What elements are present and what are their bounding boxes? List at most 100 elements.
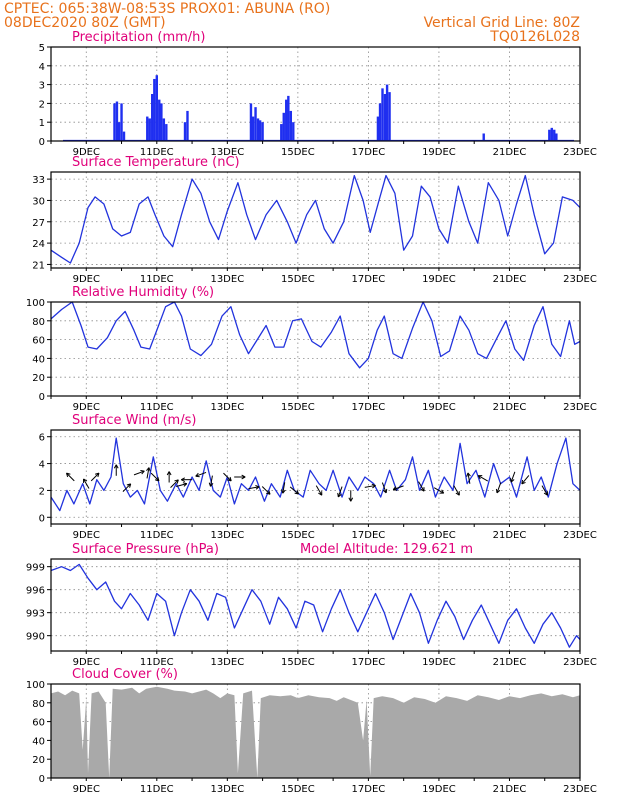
- precipitation-bar: [149, 118, 151, 141]
- temperature-xtick-label: 11DEC: [140, 274, 174, 285]
- temperature-ytick-label: 33: [32, 175, 45, 186]
- cloud-cover-xtick-label: 13DEC: [210, 784, 244, 795]
- cloud-cover-xtick-label: 15DEC: [281, 784, 315, 795]
- temperature-ytick-label: 30: [32, 196, 45, 207]
- wind-arrow: [67, 473, 75, 481]
- humidity-ytick-label: 60: [32, 336, 45, 347]
- precipitation-ytick-label: 1: [39, 118, 45, 129]
- precipitation-bar: [379, 103, 381, 141]
- humidity-xtick-label: 23DEC: [563, 402, 597, 413]
- temperature-title: Surface Temperature (nC): [72, 155, 240, 170]
- pressure-xtick-label: 19DEC: [422, 657, 456, 668]
- temperature-ytick-label: 27: [32, 218, 45, 229]
- wind-xtick-label: 13DEC: [210, 530, 244, 541]
- wind-xtick-label: 11DEC: [140, 530, 174, 541]
- cloud-cover-ytick-label: 60: [32, 718, 45, 729]
- precipitation-bar: [384, 94, 386, 141]
- wind-arrow: [167, 472, 171, 483]
- cloud-cover-ytick-label: 100: [26, 680, 45, 691]
- precipitation-bar: [156, 75, 158, 141]
- humidity-xtick-label: 15DEC: [281, 402, 315, 413]
- wind-arrow: [349, 490, 353, 501]
- precipitation-bar: [158, 100, 160, 141]
- wind-title: Surface Wind (m/s): [72, 413, 196, 428]
- precipitation-bar: [254, 107, 256, 141]
- wind-arrow: [196, 472, 206, 476]
- wind-ytick-label: 6: [39, 433, 45, 444]
- wind-ytick-label: 2: [39, 486, 45, 497]
- precipitation-bar: [184, 122, 186, 141]
- wind-arrow: [91, 473, 99, 481]
- precipitation-ytick-label: 2: [39, 99, 45, 110]
- humidity-title: Relative Humidity (%): [72, 285, 214, 300]
- humidity-ytick-label: 20: [32, 373, 45, 384]
- precipitation-bar: [386, 85, 388, 141]
- precipitation-bar: [123, 132, 125, 141]
- temperature-xtick-label: 21DEC: [493, 274, 527, 285]
- wind-xtick-label: 21DEC: [493, 530, 527, 541]
- temperature-xtick-label: 19DEC: [422, 274, 456, 285]
- precipitation-bar: [483, 133, 485, 141]
- humidity-series-line: [51, 302, 580, 368]
- cloud-cover-title: Cloud Cover (%): [72, 667, 178, 682]
- precipitation-bar: [283, 113, 285, 141]
- wind-arrow: [365, 484, 376, 488]
- wind-arrow: [496, 483, 500, 493]
- temperature-xtick-label: 15DEC: [281, 274, 315, 285]
- precipitation-bar: [388, 92, 390, 141]
- temperature-xtick-label: 13DEC: [210, 274, 244, 285]
- precipitation-bar: [153, 79, 155, 141]
- humidity-xtick-label: 21DEC: [493, 402, 527, 413]
- precipitation-bar: [381, 88, 383, 141]
- humidity-xtick-label: 17DEC: [352, 402, 386, 413]
- precipitation-ytick-label: 0: [39, 137, 45, 148]
- precipitation-xtick-label: 23DEC: [563, 147, 597, 158]
- humidity-xtick-label: 13DEC: [210, 402, 244, 413]
- wind-frame: [51, 430, 580, 524]
- precipitation-bar: [555, 133, 557, 141]
- temperature-xtick-label: 17DEC: [352, 274, 386, 285]
- wind-xtick-label: 23DEC: [563, 530, 597, 541]
- wind-arrow: [454, 486, 460, 496]
- wind-xtick-label: 9DEC: [73, 530, 100, 541]
- precipitation-xtick-label: 15DEC: [281, 147, 315, 158]
- wind-arrow: [234, 475, 245, 479]
- precipitation-bar: [551, 128, 553, 141]
- cloud-cover-ytick-label: 0: [39, 774, 45, 785]
- precipitation-bar: [292, 122, 294, 141]
- pressure-xtick-label: 13DEC: [210, 657, 244, 668]
- precipitation-bar: [548, 130, 550, 141]
- wind-arrow: [134, 470, 144, 474]
- humidity-ytick-label: 0: [39, 392, 45, 403]
- pressure-ytick-label: 996: [26, 586, 45, 597]
- pressure-ytick-label: 990: [26, 632, 45, 643]
- precipitation-bar: [116, 102, 118, 141]
- cloud-cover-xtick-label: 23DEC: [563, 784, 597, 795]
- header-run-time: 08DEC2020 80Z (GMT): [4, 15, 166, 31]
- precipitation-bar: [377, 117, 379, 141]
- pressure-title: Surface Pressure (hPa): [72, 542, 219, 557]
- temperature-series-line: [51, 176, 580, 263]
- panel-pressure: Surface Pressure (hPa)Model Altitude: 12…: [26, 542, 597, 668]
- wind-xtick-label: 17DEC: [352, 530, 386, 541]
- pressure-ytick-label: 999: [26, 563, 45, 574]
- humidity-xtick-label: 11DEC: [140, 402, 174, 413]
- precipitation-bar: [146, 117, 148, 141]
- precipitation-bar: [120, 103, 122, 141]
- pressure-xtick-label: 23DEC: [563, 657, 597, 668]
- cloud-cover-ytick-label: 40: [32, 736, 45, 747]
- header-model: TQ0126L028: [489, 29, 580, 45]
- wind-arrow: [114, 465, 118, 476]
- precipitation-bar: [163, 118, 165, 141]
- pressure-xtick-label: 17DEC: [352, 657, 386, 668]
- cloud-cover-xtick-label: 11DEC: [140, 784, 174, 795]
- cloud-cover-xtick-label: 17DEC: [352, 784, 386, 795]
- wind-arrow: [290, 487, 298, 494]
- precipitation-title: Precipitation (mm/h): [72, 30, 205, 45]
- precipitation-bar: [287, 96, 289, 141]
